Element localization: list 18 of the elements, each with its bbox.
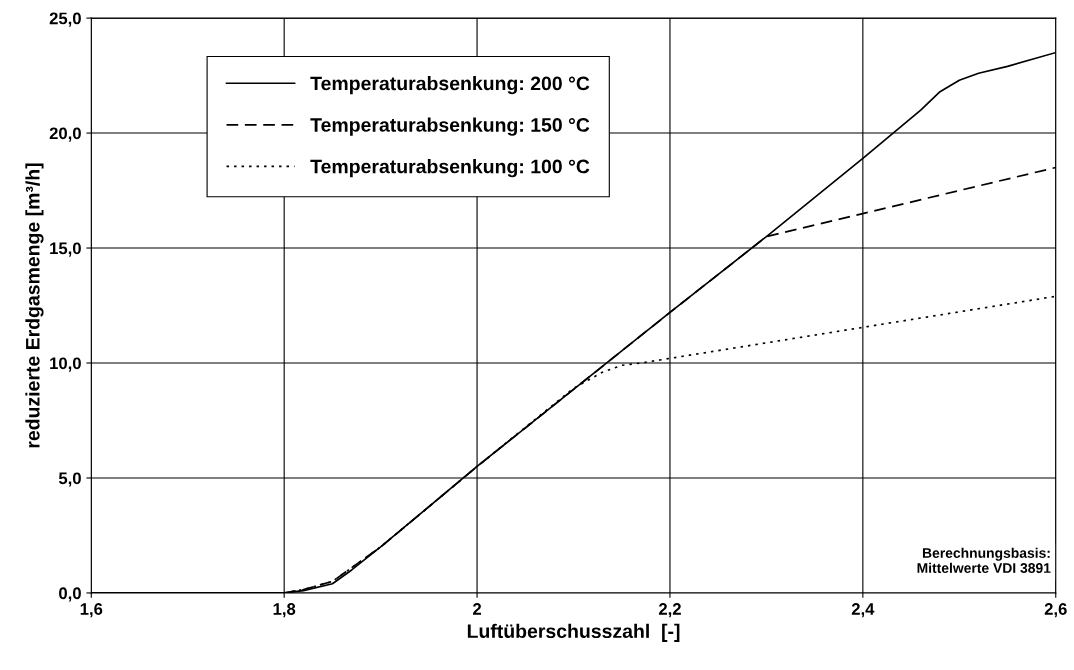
x-axis-title: Luftüberschusszahl [-] xyxy=(467,623,680,642)
legend-label: Temperaturabsenkung: 100 °C xyxy=(310,159,590,178)
x-tick-label: 1,6 xyxy=(80,603,103,618)
x-tick-label: 2,4 xyxy=(851,603,875,618)
annotation: Berechnungsbasis: Mittelwerte VDI 3891 xyxy=(917,547,1051,573)
x-tick-label: 2 xyxy=(473,603,482,615)
y-axis-title: reduzierte Erdgasmenge [m³/h] xyxy=(25,163,44,448)
y-tick-label: 15,0 xyxy=(50,242,81,257)
x-tick-label: 2,2 xyxy=(658,603,681,618)
x-tick-label: 1,8 xyxy=(273,603,296,618)
y-tick-label: 0,0 xyxy=(59,587,81,602)
y-tick-label: 5,0 xyxy=(58,472,81,487)
y-tick-label: 10,0 xyxy=(50,357,81,372)
x-tick-label: 2,6 xyxy=(1044,603,1067,618)
y-tick-label: 20,0 xyxy=(49,127,81,142)
y-tick-label: 25,0 xyxy=(49,12,81,27)
legend-label: Temperaturabsenkung: 150 °C xyxy=(310,117,590,136)
legend-label: Temperaturabsenkung: 200 °C xyxy=(310,76,590,95)
